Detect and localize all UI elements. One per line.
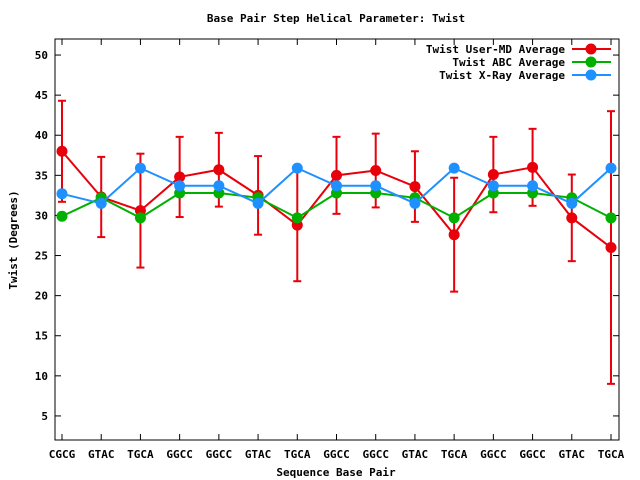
data-point bbox=[291, 162, 303, 174]
legend-marker bbox=[585, 43, 597, 55]
x-tick-label: GTAC bbox=[402, 448, 429, 461]
x-tick-label: GGCC bbox=[519, 448, 546, 461]
data-point bbox=[370, 165, 382, 177]
data-point bbox=[448, 212, 460, 224]
legend-label: Twist ABC Average bbox=[452, 56, 565, 69]
data-point bbox=[56, 188, 68, 200]
data-point bbox=[95, 197, 107, 209]
data-point bbox=[605, 162, 617, 174]
data-point bbox=[56, 210, 68, 222]
data-point bbox=[331, 169, 342, 181]
y-tick-label: 35 bbox=[35, 169, 48, 182]
legend-label: Twist X-Ray Average bbox=[439, 69, 565, 82]
data-point bbox=[527, 180, 539, 192]
legend-marker bbox=[585, 69, 597, 81]
data-point bbox=[605, 242, 617, 254]
x-tick-label: TGCA bbox=[284, 448, 311, 461]
data-point bbox=[134, 212, 146, 224]
x-tick-label: GGCC bbox=[166, 448, 193, 461]
data-point bbox=[566, 212, 578, 224]
data-point bbox=[566, 197, 578, 209]
data-point bbox=[527, 161, 539, 173]
y-tick-label: 20 bbox=[35, 290, 48, 303]
legend-marker bbox=[585, 56, 597, 68]
x-tick-label: GGCC bbox=[206, 448, 233, 461]
x-tick-label: CGCG bbox=[49, 448, 76, 461]
data-point bbox=[409, 181, 421, 193]
data-point bbox=[134, 162, 146, 174]
data-point bbox=[448, 229, 460, 241]
data-point bbox=[174, 180, 186, 192]
data-point bbox=[174, 171, 186, 183]
data-point bbox=[213, 164, 225, 176]
data-point bbox=[605, 212, 617, 224]
y-tick-label: 45 bbox=[35, 89, 48, 102]
x-axis-label: Sequence Base Pair bbox=[276, 466, 396, 479]
data-point bbox=[409, 197, 421, 209]
series-1 bbox=[56, 99, 617, 385]
y-axis: 5 10 15 20 25 30 35 40 45 50 bbox=[35, 49, 619, 423]
x-tick-label: GGCC bbox=[323, 448, 350, 461]
data-point bbox=[291, 212, 303, 224]
y-tick-label: 40 bbox=[35, 129, 48, 142]
x-tick-label: TGCA bbox=[441, 448, 468, 461]
series-layer bbox=[56, 99, 617, 385]
x-tick-label: TGCA bbox=[127, 448, 154, 461]
y-tick-label: 25 bbox=[35, 250, 48, 263]
x-tick-label: GTAC bbox=[559, 448, 586, 461]
x-tick-label: GTAC bbox=[245, 448, 272, 461]
y-tick-label: 5 bbox=[41, 410, 48, 423]
data-point bbox=[487, 169, 499, 181]
y-tick-label: 10 bbox=[35, 370, 48, 383]
legend-label: Twist User-MD Average bbox=[426, 43, 565, 56]
data-point bbox=[331, 180, 342, 192]
x-axis: CGCG GTAC TGCA GGCC GGCC GTAC TGCA GGCC GGCC GTAC… bbox=[49, 39, 625, 461]
x-tick-label: GGCC bbox=[480, 448, 507, 461]
series-3 bbox=[56, 162, 617, 209]
data-point bbox=[448, 162, 460, 174]
data-point bbox=[252, 197, 264, 209]
data-point bbox=[487, 180, 499, 192]
chart-title: Base Pair Step Helical Parameter: Twist bbox=[207, 12, 465, 25]
x-tick-label: GGCC bbox=[362, 448, 389, 461]
x-tick-label: TGCA bbox=[598, 448, 625, 461]
y-tick-label: 30 bbox=[35, 209, 48, 222]
data-point bbox=[56, 145, 68, 157]
data-point bbox=[370, 180, 382, 192]
x-tick-label: GTAC bbox=[88, 448, 115, 461]
y-tick-label: 15 bbox=[35, 330, 48, 343]
y-tick-label: 50 bbox=[35, 49, 48, 62]
data-point bbox=[213, 180, 225, 192]
y-axis-label: Twist (Degrees) bbox=[7, 190, 20, 289]
